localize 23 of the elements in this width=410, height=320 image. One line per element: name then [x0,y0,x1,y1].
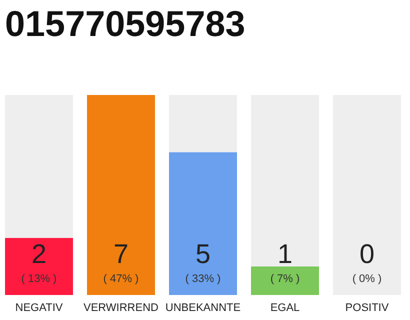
bar [251,95,319,266]
bar [169,152,237,295]
annotation: ( 0% ) [352,273,382,285]
x-tick-label: UNBEKANNTE [165,302,241,314]
x-tick-label: NEGATIV [15,302,64,314]
data-label: 5 [195,239,211,269]
annotation: 0 [359,239,375,269]
chart-title: 015770595783 [5,3,246,44]
data-label: 1 [277,239,293,269]
bar [87,95,155,295]
bar [251,266,319,295]
bar [169,95,237,152]
data-label: 2 [31,239,47,269]
x-tick-label: POSITIV [345,302,390,314]
data-label: 7 [113,239,129,269]
annotation: ( 47% ) [103,273,139,285]
x-tick-label: VERWIRREND [84,302,159,314]
annotation: ( 7% ) [270,273,300,285]
annotation: ( 33% ) [185,273,221,285]
bar [5,238,73,295]
bar [5,95,73,238]
annotation: ( 13% ) [21,273,57,285]
x-tick-label: EGAL [270,302,300,314]
